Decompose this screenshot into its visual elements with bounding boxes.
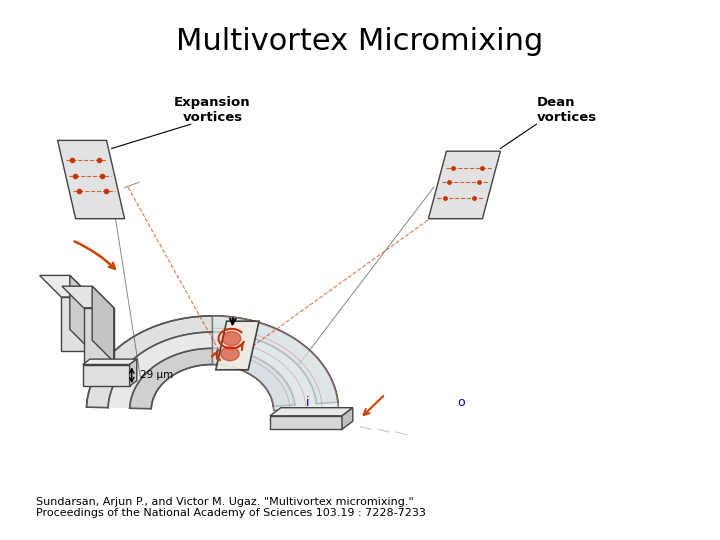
Polygon shape (86, 316, 338, 408)
Polygon shape (83, 359, 137, 364)
Polygon shape (70, 275, 91, 351)
Text: Sundarsan, Arjun P., and Victor M. Ugaz. "Multivortex micromixing."
Proceedings : Sundarsan, Arjun P., and Victor M. Ugaz.… (36, 497, 426, 518)
Polygon shape (220, 347, 239, 361)
Polygon shape (222, 332, 241, 346)
Text: i: i (306, 396, 309, 409)
Polygon shape (270, 408, 353, 416)
Text: Multivortex Micromixing: Multivortex Micromixing (176, 27, 544, 56)
Polygon shape (130, 348, 295, 409)
Polygon shape (62, 286, 114, 308)
Polygon shape (61, 297, 91, 351)
Text: Expansion
vortices: Expansion vortices (174, 96, 251, 124)
Polygon shape (130, 359, 137, 386)
Text: 29 µm: 29 µm (140, 370, 174, 380)
Polygon shape (212, 316, 338, 410)
Polygon shape (270, 416, 342, 429)
Polygon shape (58, 140, 125, 219)
Polygon shape (84, 308, 114, 362)
Polygon shape (216, 321, 259, 370)
Polygon shape (428, 151, 500, 219)
Polygon shape (40, 275, 91, 297)
Text: Dean
vortices: Dean vortices (536, 96, 597, 124)
Polygon shape (92, 286, 114, 362)
Text: o: o (457, 396, 464, 409)
Polygon shape (108, 332, 316, 408)
Polygon shape (83, 364, 130, 386)
Polygon shape (342, 408, 353, 429)
